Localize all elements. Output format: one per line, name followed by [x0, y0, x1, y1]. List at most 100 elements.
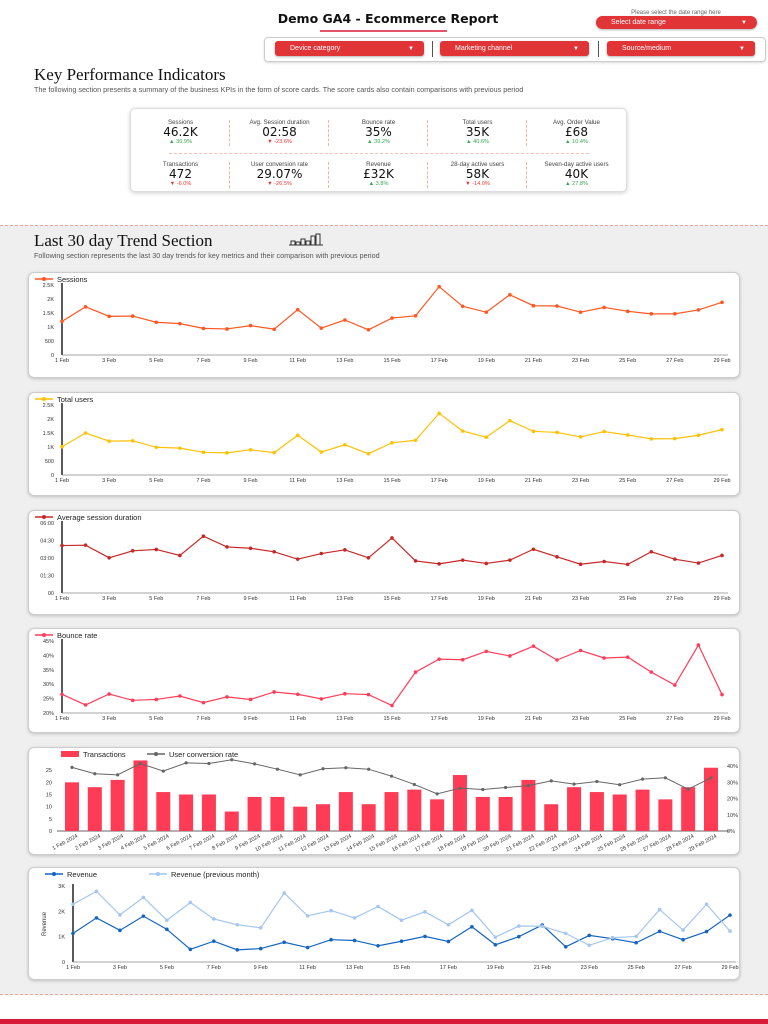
x-tick-label: 21 Feb	[525, 716, 542, 722]
data-point	[470, 908, 474, 913]
x-tick-label: 11 Feb	[289, 716, 306, 722]
data-point	[437, 411, 441, 416]
x-tick-label: 21 Feb	[525, 478, 542, 484]
y-tick-label: 06:00	[40, 521, 54, 527]
x-tick-label: 3 Feb	[102, 716, 116, 722]
device-category-filter[interactable]: Device category ▼	[275, 41, 424, 56]
data-point	[517, 934, 521, 939]
x-tick-label: 29 Feb	[713, 478, 730, 484]
y-tick-label: 04:30	[40, 539, 54, 545]
data-point	[446, 939, 451, 944]
data-point	[531, 429, 536, 434]
x-tick-label: 23 Feb	[572, 596, 589, 602]
conversion-point	[709, 776, 713, 780]
data-point	[578, 648, 583, 653]
x-tick-label: 3 Feb	[113, 965, 127, 971]
marketing-channel-filter[interactable]: Marketing channel ▼	[440, 41, 589, 56]
y-tick-label: 03:00	[40, 556, 54, 562]
data-point	[107, 556, 111, 560]
data-point	[610, 935, 615, 940]
x-tick-label: 11 Feb	[289, 596, 306, 602]
y-tick-label: 45%	[43, 639, 54, 645]
conversion-point	[663, 776, 667, 780]
data-point	[555, 430, 559, 435]
date-range-picker[interactable]: Select date range ▼	[596, 16, 757, 29]
kpi-label: Avg. Session duration	[249, 119, 310, 126]
data-point	[305, 914, 310, 918]
transaction-bar	[430, 799, 445, 831]
data-point	[376, 943, 380, 948]
footer-bar	[0, 1019, 768, 1024]
conversion-point	[595, 779, 599, 784]
x-tick-label: 7 Feb	[207, 965, 221, 971]
data-point	[343, 691, 347, 696]
kpi-delta-value: 40.6%	[473, 139, 489, 145]
data-point	[188, 900, 193, 905]
data-point	[413, 438, 418, 443]
conversion-point	[435, 792, 439, 796]
x-tick-label: 9 Feb	[244, 596, 258, 602]
series-line	[61, 412, 723, 455]
x-tick-label: 29 Feb	[721, 965, 738, 971]
data-point	[399, 939, 404, 944]
x-tick-label: 21 Feb	[525, 358, 542, 364]
x-tick-label: 11 Feb	[289, 478, 306, 484]
arrow-down-icon: ▼	[267, 181, 273, 187]
data-point	[508, 293, 512, 297]
caret-down-icon: ▼	[739, 45, 745, 52]
data-point	[295, 433, 300, 438]
data-point	[649, 437, 654, 441]
sessions-chart: 0 500 1K 1.5K 2K 2.5K 1 Feb 3 Feb 5 Feb 7 Feb 9 Fe…	[28, 272, 740, 378]
legend-label: Revenue	[67, 870, 97, 879]
legend-label: Revenue (previous month)	[171, 870, 260, 879]
y-tick-label: 500	[45, 459, 54, 465]
transaction-bar	[156, 792, 171, 831]
data-point	[201, 326, 206, 331]
bar-chart-icon	[289, 233, 323, 246]
data-point	[649, 312, 654, 316]
source-medium-filter[interactable]: Source/medium ▼	[607, 41, 755, 56]
kpi-delta-value: -6.0%	[176, 181, 192, 187]
x-tick-label: 15 Feb	[383, 716, 400, 722]
conversion-point	[252, 762, 257, 766]
y-tick-label: 35%	[43, 668, 54, 674]
data-point	[540, 924, 545, 929]
data-point	[71, 902, 75, 907]
kpi-section-title: Key Performance Indicators	[34, 65, 226, 84]
kpi-delta-value: 10.4%	[572, 139, 588, 145]
conversion-point	[549, 779, 553, 783]
y-tick-label: 25	[46, 768, 52, 774]
data-point	[366, 451, 371, 456]
data-point	[282, 940, 286, 945]
data-point	[154, 697, 159, 702]
data-point	[235, 922, 240, 927]
x-tick-label: 29 Feb	[713, 358, 730, 364]
y-tick-label: 20%	[43, 711, 54, 717]
transaction-bar	[316, 804, 331, 831]
transaction-bar	[452, 775, 467, 831]
x-tick-label: 19 Feb	[478, 358, 495, 364]
transaction-bar	[201, 794, 216, 831]
kpi-card: Revenue £32K ▲ 3.8%	[329, 161, 428, 188]
data-point	[423, 910, 427, 914]
y-tick-label: 30%	[43, 682, 54, 688]
x-tick-label: 27 Feb	[666, 358, 683, 364]
data-point	[178, 321, 182, 326]
arrow-down-icon: ▼	[169, 181, 176, 187]
data-point	[201, 450, 206, 455]
y-tick-label: 3K	[58, 884, 65, 890]
data-point	[413, 559, 418, 563]
x-tick-label: 13 Feb	[336, 596, 353, 602]
data-point	[83, 305, 88, 309]
data-point	[649, 549, 654, 554]
x-tick-label: 15 Feb	[383, 596, 400, 602]
data-point	[60, 319, 64, 324]
x-tick-label: 3 Feb	[102, 358, 116, 364]
x-tick-label: 29 Feb	[713, 596, 730, 602]
x-tick-label: 19 Feb	[478, 716, 495, 722]
x-tick-label: 1 Feb	[66, 965, 80, 971]
x-tick-label: 27 Feb	[666, 596, 683, 602]
data-point	[460, 429, 465, 433]
y-tick-label: 40%	[43, 653, 54, 659]
data-point	[319, 450, 324, 454]
